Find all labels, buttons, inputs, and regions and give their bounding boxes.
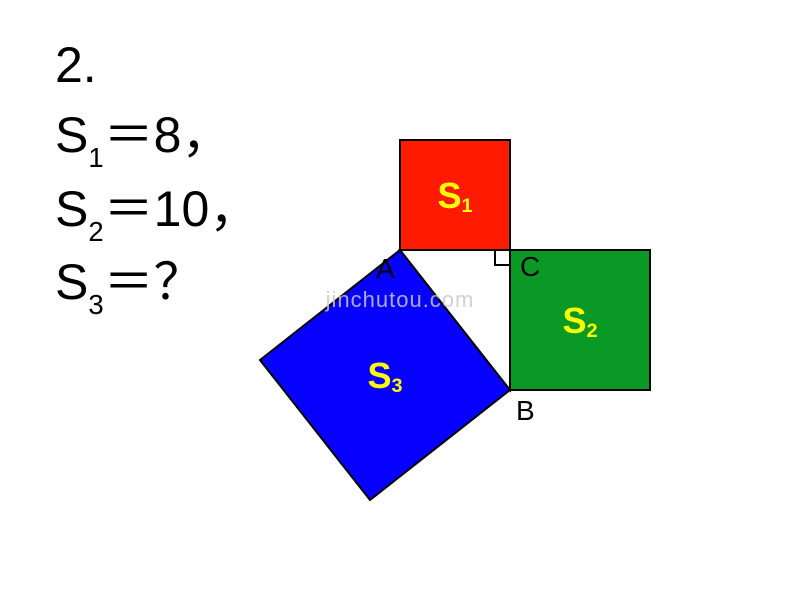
vertex-label-c: C [520,251,540,282]
vertex-label-a: A [376,253,395,284]
geometry-diagram: S3S1S2ACB [0,0,800,600]
vertex-label-b: B [516,395,535,426]
